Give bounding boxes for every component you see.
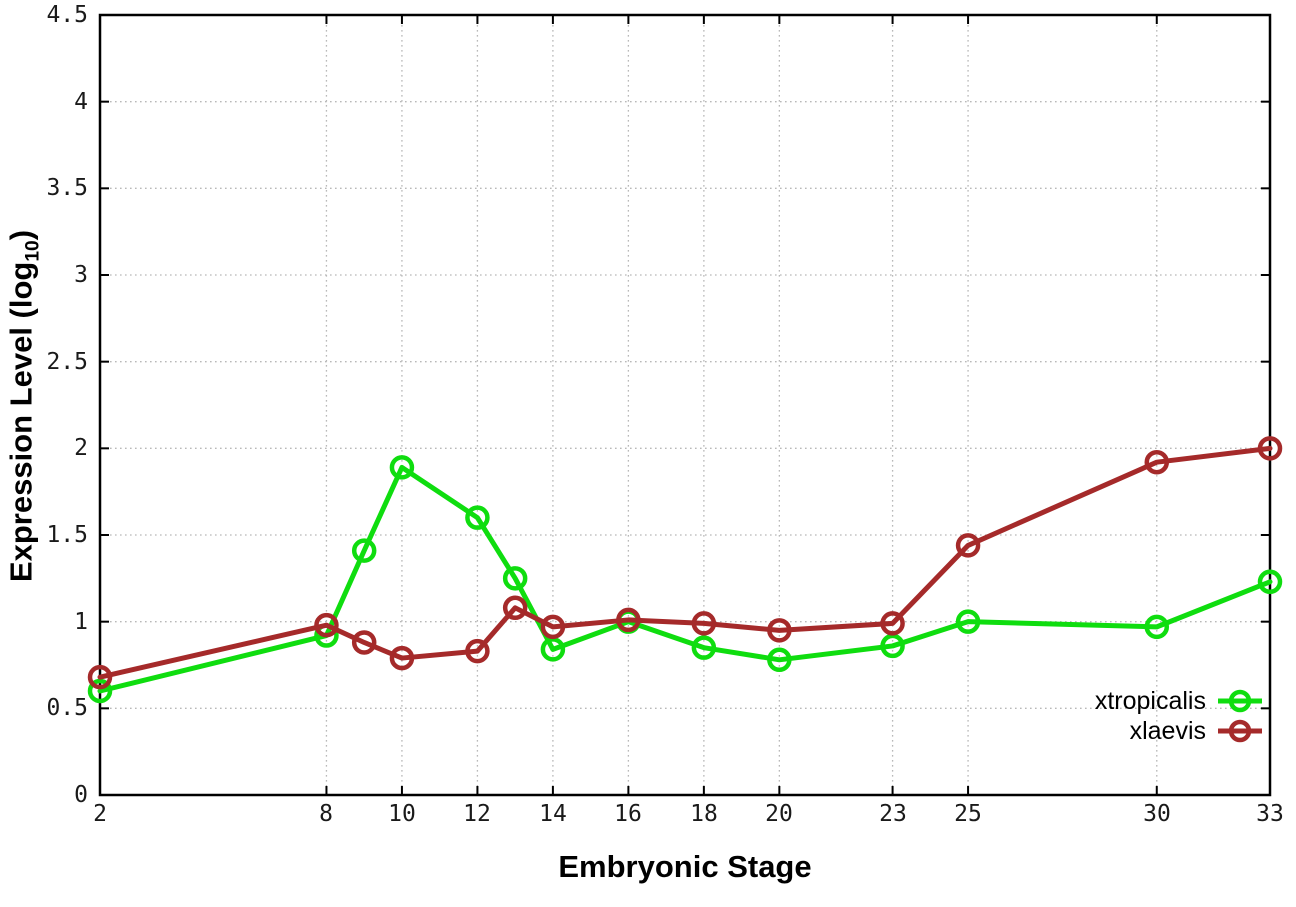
data-point-xtropicalis [502, 566, 528, 591]
x-tick-label: 8 [319, 801, 333, 827]
plot-border [98, 13, 1272, 797]
legend-item-xlaevis: xlaevis [1130, 716, 1264, 746]
x-tick-label: 12 [463, 801, 491, 827]
x-tick-label: 23 [879, 801, 907, 827]
data-point-xtropicalis [1257, 569, 1283, 595]
data-point-xtropicalis [691, 635, 717, 660]
x-tick-label: 2 [93, 801, 107, 827]
data-point-xtropicalis [465, 505, 490, 530]
y-tick-label: 1.5 [46, 522, 88, 548]
y-tick-label: 3 [74, 262, 88, 288]
x-tick-label: 33 [1256, 801, 1284, 827]
data-point-xlaevis [87, 664, 113, 690]
x-tick-label: 20 [765, 801, 793, 827]
x-tick-label: 30 [1143, 801, 1171, 827]
series-line-xtropicalis [97, 464, 1273, 694]
data-point-xlaevis [540, 614, 566, 640]
data-point-xtropicalis [389, 455, 415, 480]
x-tick-label: 18 [690, 801, 718, 827]
data-point-xlaevis [955, 533, 981, 558]
y-tick-label: 1 [74, 609, 88, 635]
data-point-xlaevis [502, 595, 528, 621]
y-tick-label: 4 [74, 89, 88, 115]
x-tick-label: 25 [954, 801, 982, 827]
y-tick-label: 4.5 [46, 2, 88, 28]
legend-label: xlaevis [1129, 716, 1206, 745]
data-point-xtropicalis [87, 678, 113, 704]
y-tick-label: 0 [74, 782, 88, 808]
data-point-xlaevis [880, 611, 905, 636]
data-point-xtropicalis [767, 647, 792, 673]
y-tick-label: 0.5 [46, 695, 88, 721]
data-point-xtropicalis [1144, 614, 1170, 640]
legend-sample-xlaevis [1218, 719, 1262, 743]
data-point-xlaevis [351, 630, 377, 655]
y-axis-title-suffix: ) [3, 229, 39, 241]
y-tick-label: 2.5 [46, 349, 88, 375]
data-point-xtropicalis [955, 609, 981, 634]
data-point-xlaevis [767, 618, 792, 643]
data-point-xtropicalis [351, 538, 377, 563]
data-point-xlaevis [1144, 449, 1170, 475]
x-axis-title: Embryonic Stage [558, 849, 812, 884]
y-axis-title-subscript: 10 [22, 240, 44, 262]
x-tick-label: 14 [539, 801, 567, 827]
data-point-xtropicalis [880, 633, 905, 659]
data-point-xlaevis [314, 612, 339, 638]
data-point-xlaevis [465, 638, 490, 664]
data-point-xlaevis [389, 645, 415, 671]
series-line-xlaevis [97, 445, 1273, 680]
data-point-xlaevis [616, 607, 641, 633]
y-tick-label: 2 [74, 435, 88, 461]
legend-label: xtropicalis [1094, 686, 1206, 715]
data-point-xtropicalis [540, 637, 566, 662]
y-tick-label: 3.5 [46, 175, 88, 201]
x-tick-label: 10 [388, 801, 416, 827]
data-point-xlaevis [1257, 436, 1283, 461]
data-point-xlaevis [691, 611, 717, 636]
x-tick-label: 16 [614, 801, 642, 827]
legend-item-xtropicalis: xtropicalis [1095, 686, 1264, 716]
legend-sample-xtropicalis [1218, 689, 1262, 713]
legend: xtropicalis xlaevis [1095, 686, 1264, 746]
